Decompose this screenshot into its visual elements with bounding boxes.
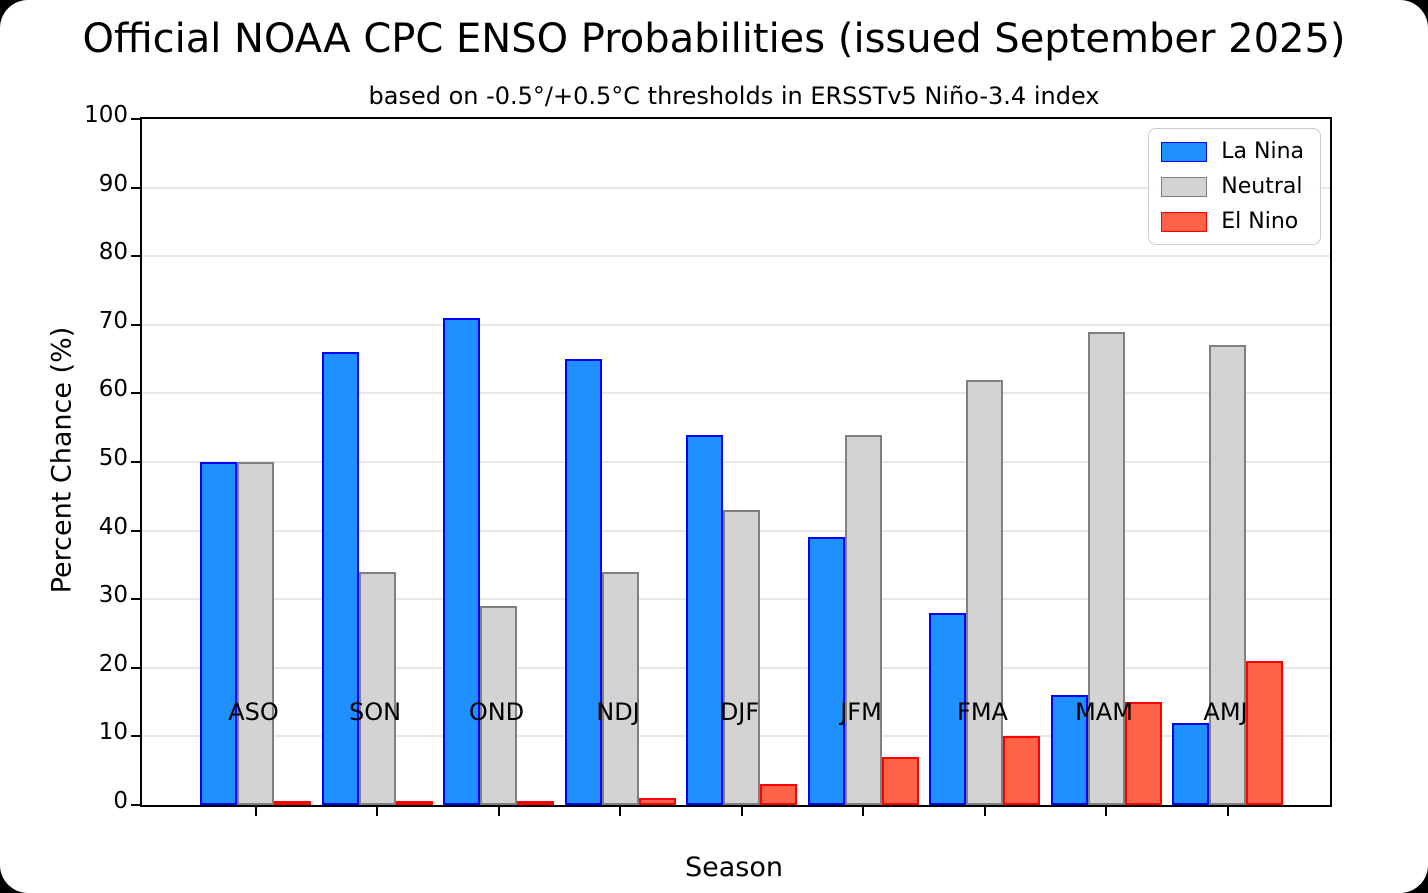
bar-el-nino-DJF [760,784,797,805]
x-tick-AMJ [1226,807,1229,816]
x-tick-DJF [740,807,743,816]
y-tick-30 [131,598,140,601]
chart-subtitle: based on -0.5°/+0.5°C thresholds in ERSS… [368,82,1100,110]
bar-la-nina-DJF [686,434,723,805]
legend-label: El Nino [1221,209,1299,234]
bar-group-NDJ [564,359,676,805]
bar-la-nina-ASO [200,462,237,805]
y-axis-label: Percent Chance (%) [46,326,78,594]
bar-neutral-FMA [966,379,1003,805]
bar-la-nina-NDJ [564,359,602,805]
x-tick-NDJ [619,807,621,816]
x-tick-label-DJF: DJF [719,698,760,726]
bar-neutral-NDJ [601,571,639,805]
bar-group-ASO [200,462,311,805]
legend-swatch-la-nina [1161,141,1208,162]
y-tick-50 [131,461,140,463]
y-tick-90 [131,186,140,189]
gridline-90 [142,186,1330,189]
y-tick-70 [131,323,140,326]
x-tick-label-OND: OND [468,698,525,726]
y-tick-label-60: 60 [98,376,128,403]
y-tick-label-0: 0 [113,788,128,814]
plot-area: La Nina Neutral El Nino [131,117,1332,816]
bar-el-nino-FMA [1003,736,1040,805]
bar-group-DJF [686,434,797,805]
x-tick-OND [497,807,500,816]
gridline-60 [142,392,1330,395]
x-tick-label-AMJ: AMJ [1203,698,1248,726]
x-tick-label-SON: SON [348,698,402,726]
y-tick-40 [131,529,140,532]
y-tick-label-90: 90 [98,170,128,197]
legend: La Nina Neutral El Nino [1148,128,1321,245]
y-tick-label-40: 40 [98,513,128,540]
y-tick-label-20: 20 [98,650,128,677]
legend-label: La Nina [1221,139,1304,164]
legend-label: Neutral [1221,174,1303,199]
x-tick-MAM [1105,807,1107,816]
bar-la-nina-AMJ [1172,722,1209,805]
bar-group-OND [443,317,554,805]
x-tick-label-ASO: ASO [228,698,279,726]
legend-swatch-neutral [1161,176,1208,197]
x-tick-FMA [983,807,986,816]
bar-la-nina-SON [321,352,359,805]
bar-la-nina-MAM [1050,695,1088,805]
y-tick-label-70: 70 [98,307,128,334]
gridline-70 [142,323,1330,326]
bar-el-nino-OND [517,801,554,805]
bar-el-nino-AMJ [1246,660,1283,805]
bar-el-nino-SON [395,801,433,805]
x-tick-label-FMA: FMA [957,698,1008,726]
chart-title: Official NOAA CPC ENSO Probabilities (is… [82,16,1346,62]
bar-la-nina-FMA [929,612,966,805]
bar-el-nino-MAM [1124,702,1162,805]
legend-row-el-nino: El Nino [1161,209,1304,234]
bar-la-nina-OND [443,317,480,805]
bar-group-FMA [929,379,1040,805]
bar-la-nina-JFM [807,537,845,805]
bar-neutral-AMJ [1209,345,1246,805]
y-tick-60 [131,392,140,395]
bar-group-AMJ [1172,345,1283,805]
x-tick-SON [376,807,378,816]
y-tick-80 [131,255,140,258]
bar-neutral-DJF [723,510,760,805]
bar-neutral-JFM [844,434,882,805]
y-tick-label-80: 80 [98,239,128,266]
x-tick-label-NDJ: NDJ [596,698,640,726]
bar-el-nino-ASO [274,801,311,805]
y-tick-label-50: 50 [98,445,128,471]
x-tick-JFM [862,807,864,816]
legend-swatch-el-nino [1161,211,1208,232]
legend-row-neutral: Neutral [1161,174,1304,199]
bar-neutral-MAM [1087,331,1125,805]
x-tick-label-MAM: MAM [1075,698,1133,726]
bar-neutral-SON [358,571,396,805]
y-tick-label-30: 30 [98,582,128,609]
legend-row-la-nina: La Nina [1161,139,1304,164]
y-tick-20 [131,666,140,669]
y-tick-0 [131,804,140,806]
bar-neutral-OND [480,606,517,805]
bar-group-MAM [1050,331,1162,805]
bar-neutral-ASO [237,462,274,805]
gridline-80 [142,255,1330,258]
y-tick-100 [131,118,140,120]
bar-group-SON [321,352,433,805]
bar-group-JFM [807,434,919,805]
x-tick-label-JFM: JFM [840,698,882,726]
bar-el-nino-JFM [881,756,919,805]
bar-el-nino-NDJ [638,798,676,805]
y-tick-10 [131,735,140,738]
x-axis-label: Season [685,852,783,883]
y-tick-label-10: 10 [98,719,128,746]
gridline-50 [142,461,1330,463]
y-tick-label-100: 100 [84,102,128,128]
x-tick-ASO [254,807,257,816]
